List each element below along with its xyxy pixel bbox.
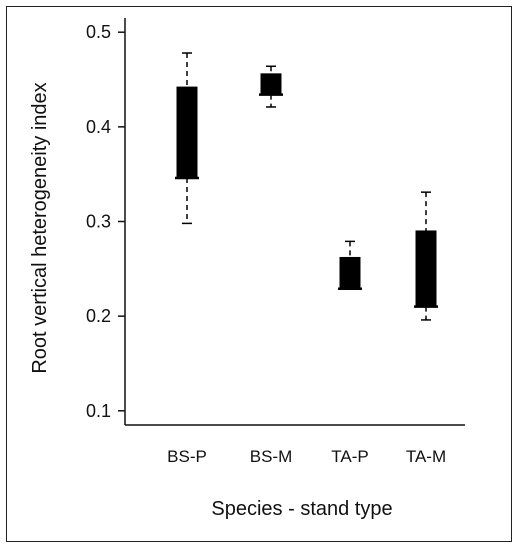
- box-series: [175, 52, 438, 321]
- box-iqr: [260, 73, 282, 96]
- x-axis-title: Species - stand type: [211, 498, 392, 520]
- x-tick-label: TA-P: [331, 447, 368, 466]
- box-iqr: [339, 256, 361, 290]
- box-iqr: [176, 86, 198, 179]
- box-bs-m: [259, 65, 283, 108]
- axes: [124, 18, 465, 426]
- y-tick-label: 0.5: [86, 22, 111, 42]
- box-ta-p: [338, 240, 362, 290]
- x-tick-label: TA-M: [406, 447, 446, 466]
- y-tick-label: 0.1: [86, 401, 111, 421]
- box-ta-m: [414, 191, 438, 321]
- box-iqr: [415, 230, 437, 308]
- y-tick-label: 0.3: [86, 212, 111, 232]
- x-tick-label: BS-P: [167, 447, 207, 466]
- y-axis-ticks: 0.1 0.2 0.3 0.4 0.5: [86, 22, 125, 421]
- y-tick-label: 0.2: [86, 306, 111, 326]
- y-tick-label: 0.4: [86, 117, 111, 137]
- box-bs-p: [175, 52, 199, 225]
- y-axis-title: Root vertical heterogeneity index: [29, 82, 51, 373]
- x-axis-category-labels: BS-P BS-M TA-P TA-M: [167, 447, 446, 466]
- x-tick-label: BS-M: [250, 447, 293, 466]
